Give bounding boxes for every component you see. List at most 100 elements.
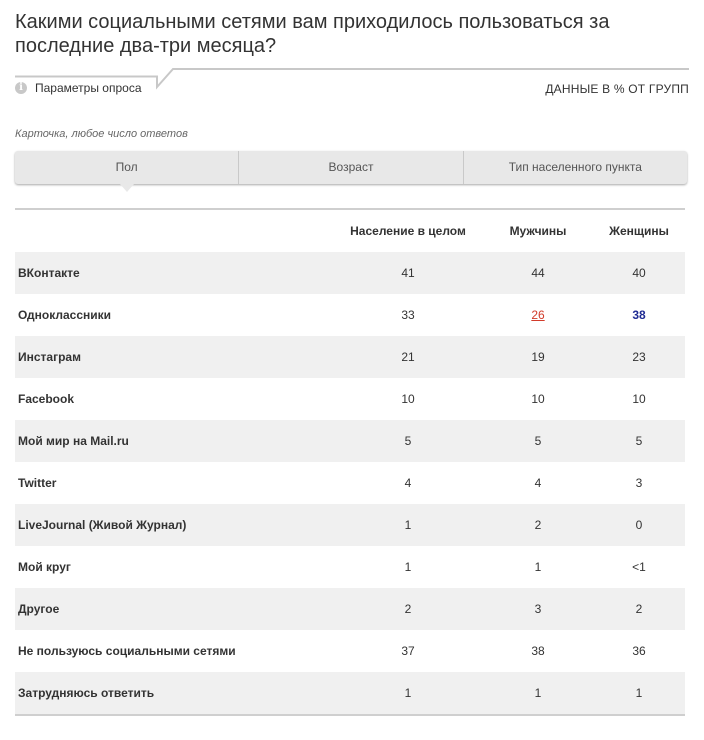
row-value: 2 (333, 588, 483, 630)
row-label: Мой мир на Mail.ru (15, 420, 333, 462)
row-label: Затрудняюсь ответить (15, 672, 333, 714)
row-value: 1 (333, 546, 483, 588)
params-divider (15, 68, 689, 90)
row-value: 4 (333, 462, 483, 504)
row-value: 23 (593, 336, 685, 378)
table-row: Инстаграм 21 19 23 (15, 336, 685, 378)
row-label: Одноклассники (18, 308, 112, 322)
column-header-women: Женщины (609, 224, 669, 238)
value-text: 3 (534, 602, 542, 616)
row-label: ВКонтакте (15, 252, 333, 294)
value-text: 37 (401, 644, 415, 658)
row-value: 21 (333, 336, 483, 378)
row-value: 1 (483, 546, 593, 588)
row-value: 10 (483, 378, 593, 420)
page-title: Какими социальными сетями вам приходилос… (15, 11, 610, 57)
table-row: Другое 2 3 2 (15, 588, 685, 630)
row-value: 19 (483, 336, 593, 378)
row-value: 41 (333, 252, 483, 294)
row-label: Не пользуюсь социальными сетями (18, 644, 236, 658)
data-units-note: ДАННЫЕ В % ОТ ГРУПП (545, 82, 689, 96)
table-row: Одноклассники 33 26 38 (15, 294, 685, 336)
row-label: Инстаграм (15, 336, 333, 378)
survey-params-bar: i Параметры опроса ДАННЫЕ В % ОТ ГРУПП (15, 68, 689, 108)
row-value: 1 (483, 672, 593, 714)
value-text: 38 (632, 308, 646, 322)
card-note: Карточка, любое число ответов (15, 128, 188, 140)
value-text: 1 (404, 686, 412, 700)
row-value: 10 (333, 378, 483, 420)
row-value: 4 (483, 462, 593, 504)
value-text: 2 (404, 602, 412, 616)
value-text: 0 (635, 518, 643, 532)
row-value: 3 (593, 462, 685, 504)
row-value: 10 (593, 378, 685, 420)
value-text: 4 (534, 476, 542, 490)
row-value: 40 (593, 252, 685, 294)
results-table: Население в целом Мужчины Женщины ВКонта… (15, 208, 685, 716)
value-text: 1 (534, 560, 542, 574)
value-text: 41 (401, 266, 415, 280)
column-header-total: Население в целом (350, 224, 466, 238)
table-row: Не пользуюсь социальными сетями 37 38 36 (15, 630, 685, 672)
column-header-men: Мужчины (509, 224, 567, 238)
table-row: Мой мир на Mail.ru 5 5 5 (15, 420, 685, 462)
value-text: 19 (531, 350, 545, 364)
value-text: 5 (635, 434, 643, 448)
value-text: 10 (401, 392, 415, 406)
table-row: ВКонтакте 41 44 40 (15, 252, 685, 294)
row-value: 1 (593, 672, 685, 714)
row-value: 1 (333, 672, 483, 714)
table-row: LiveJournal (Живой Журнал) 1 2 0 (15, 504, 685, 546)
survey-params-link[interactable]: Параметры опроса (35, 81, 142, 95)
row-value: 2 (593, 588, 685, 630)
table-row: Facebook 10 10 10 (15, 378, 685, 420)
tab-age[interactable]: Возраст (238, 151, 462, 184)
value-text: 3 (635, 476, 643, 490)
value-text: 4 (404, 476, 412, 490)
value-text: 40 (632, 266, 646, 280)
row-label: LiveJournal (Живой Журнал) (15, 504, 333, 546)
table-body: ВКонтакте 41 44 40 Одноклассники 33 26 38 Инстаг… (15, 252, 685, 714)
value-text: 38 (531, 644, 545, 658)
value-text: 5 (404, 434, 412, 448)
row-value: 26 (483, 294, 593, 336)
value-text: 1 (534, 686, 542, 700)
row-value: 3 (483, 588, 593, 630)
value-text: 26 (531, 308, 545, 322)
table-header-row: Население в целом Мужчины Женщины (15, 210, 685, 252)
row-value: 5 (483, 420, 593, 462)
value-text: 44 (531, 266, 545, 280)
row-label: Мой круг (18, 560, 71, 574)
value-text: 2 (534, 518, 542, 532)
value-text: 10 (531, 392, 545, 406)
row-value: 38 (483, 630, 593, 672)
value-text: 36 (632, 644, 646, 658)
breakdown-tabs: Пол Возраст Тип населенного пункта (15, 151, 687, 192)
value-text: 1 (404, 518, 412, 532)
tab-gender[interactable]: Пол (15, 151, 238, 192)
row-value: 37 (333, 630, 483, 672)
row-value: 2 (483, 504, 593, 546)
tab-settlement-type[interactable]: Тип населенного пункта (462, 151, 687, 184)
row-label: Facebook (18, 392, 75, 406)
value-text: 33 (401, 308, 415, 322)
table-row: Twitter 4 4 3 (15, 462, 685, 504)
row-value: 1 (333, 504, 483, 546)
value-text: <1 (632, 560, 646, 574)
row-value: 44 (483, 252, 593, 294)
table-row: Затрудняюсь ответить 1 1 1 (15, 672, 685, 714)
row-value: 0 (593, 504, 685, 546)
column-header-name (15, 210, 333, 252)
row-value: 33 (333, 294, 483, 336)
value-text: 1 (635, 686, 643, 700)
row-label: Другое (15, 588, 333, 630)
value-text: 10 (632, 392, 646, 406)
row-value: 38 (593, 294, 685, 336)
row-value: 5 (333, 420, 483, 462)
row-value: <1 (593, 546, 685, 588)
value-text: 23 (632, 350, 646, 364)
table-row: Мой круг 1 1 <1 (15, 546, 685, 588)
info-icon[interactable]: i (15, 82, 27, 94)
value-text: 5 (534, 434, 542, 448)
